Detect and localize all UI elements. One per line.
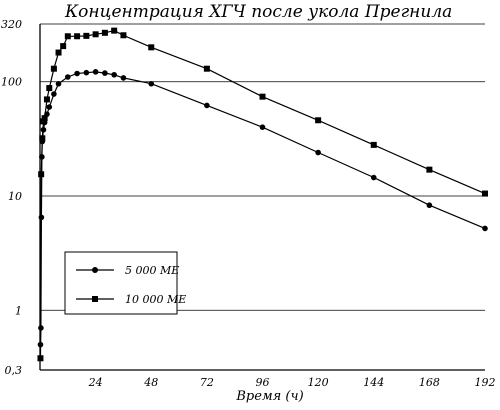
data-point (46, 104, 53, 110)
data-point (92, 31, 99, 38)
data-point (55, 49, 62, 56)
legend-label-10000: 10 000 МЕ (125, 293, 186, 306)
x-tick-labels: 24 48 72 96 120 144 168 192 (88, 376, 496, 389)
y-tick-label: 10 (8, 190, 22, 203)
series-10000 (37, 27, 488, 362)
legend-marker-5000 (92, 267, 98, 273)
legend-marker-10000 (92, 296, 98, 302)
data-point (60, 43, 67, 50)
data-point (204, 102, 210, 109)
y-tick-labels: 0,3 1 10 100 320 (1, 18, 22, 377)
data-point (203, 65, 210, 72)
data-point (46, 85, 53, 92)
chart-title: Концентрация ХГЧ после укола Прегнила (64, 2, 452, 22)
legend: 5 000 МЕ 10 000 МЕ (64, 251, 186, 315)
data-point (426, 166, 433, 173)
data-point (39, 135, 46, 142)
data-point (259, 124, 266, 130)
data-point (482, 225, 488, 232)
axes (39, 24, 485, 371)
x-tick-label: 96 (256, 376, 270, 389)
data-point (370, 141, 377, 148)
data-point (43, 96, 50, 103)
x-tick-label: 192 (475, 376, 496, 389)
x-tick-label: 168 (419, 376, 440, 389)
x-tick-label: 120 (308, 376, 329, 389)
data-point (83, 32, 90, 39)
data-point (65, 74, 71, 80)
x-tick-label: 144 (363, 376, 384, 389)
data-point (148, 44, 155, 51)
data-point (74, 33, 81, 40)
data-point (83, 69, 90, 76)
y-tick-label: 100 (1, 76, 22, 89)
data-point (101, 29, 108, 36)
data-point (37, 355, 44, 362)
data-point (50, 65, 57, 72)
x-tick-label: 24 (88, 376, 103, 389)
data-point (482, 190, 488, 197)
data-point (426, 202, 433, 209)
data-point (370, 174, 377, 181)
data-point (51, 91, 57, 97)
data-point (315, 117, 322, 124)
x-axis-label: Время (ч) (235, 389, 303, 404)
data-point (38, 171, 45, 178)
data-point (120, 32, 127, 39)
legend-box (64, 251, 178, 315)
data-point (64, 33, 71, 40)
data-point (41, 115, 48, 122)
data-point (74, 70, 80, 77)
series (37, 27, 488, 362)
y-tick-label: 1 (15, 304, 22, 317)
y-tick-label: 320 (1, 18, 22, 31)
x-tick-label: 72 (200, 376, 214, 389)
x-tick-label: 48 (143, 376, 158, 389)
data-point (92, 69, 99, 75)
legend-label-5000: 5 000 МЕ (125, 264, 179, 277)
data-point (111, 27, 118, 34)
data-point (120, 75, 127, 81)
data-point (259, 93, 266, 100)
data-point (40, 118, 47, 125)
data-point (55, 80, 62, 87)
data-point (315, 149, 321, 156)
data-point (148, 80, 155, 87)
y-tick-label: 0,3 (5, 364, 23, 377)
data-point (111, 71, 117, 78)
data-point (102, 70, 108, 76)
